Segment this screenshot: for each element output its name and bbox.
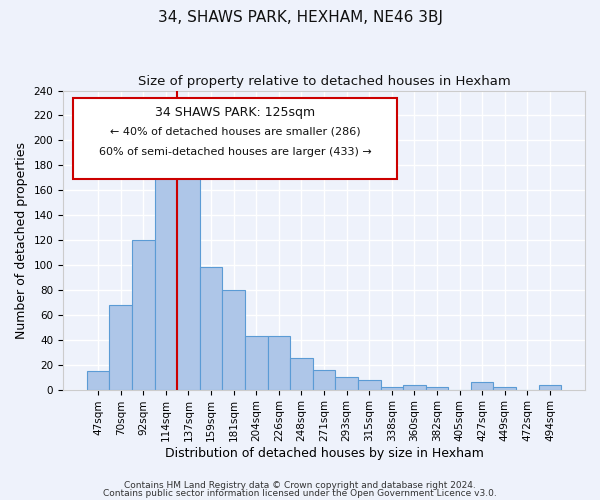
Bar bbox=[493, 387, 516, 390]
Text: Contains HM Land Registry data © Crown copyright and database right 2024.: Contains HM Land Registry data © Crown c… bbox=[124, 481, 476, 490]
Bar bbox=[87, 371, 109, 390]
Text: ← 40% of detached houses are smaller (286): ← 40% of detached houses are smaller (28… bbox=[110, 126, 361, 136]
Bar bbox=[155, 149, 177, 390]
Bar bbox=[177, 149, 200, 390]
Bar bbox=[539, 384, 561, 390]
Text: 34 SHAWS PARK: 125sqm
← 40% of detached houses are smaller (286)
60% of semi-det: 34 SHAWS PARK: 125sqm ← 40% of detached … bbox=[0, 499, 1, 500]
Y-axis label: Number of detached properties: Number of detached properties bbox=[15, 142, 28, 338]
Bar bbox=[471, 382, 493, 390]
Bar bbox=[223, 290, 245, 390]
Bar bbox=[380, 387, 403, 390]
FancyBboxPatch shape bbox=[73, 98, 397, 179]
Bar bbox=[245, 336, 268, 390]
Bar bbox=[290, 358, 313, 390]
Text: 60% of semi-detached houses are larger (433) →: 60% of semi-detached houses are larger (… bbox=[99, 148, 371, 158]
Bar bbox=[109, 305, 132, 390]
Bar bbox=[335, 377, 358, 390]
Text: Contains public sector information licensed under the Open Government Licence v3: Contains public sector information licen… bbox=[103, 488, 497, 498]
Bar bbox=[200, 268, 223, 390]
Bar bbox=[313, 370, 335, 390]
Text: 34, SHAWS PARK, HEXHAM, NE46 3BJ: 34, SHAWS PARK, HEXHAM, NE46 3BJ bbox=[157, 10, 443, 25]
Bar bbox=[358, 380, 380, 390]
Bar bbox=[403, 384, 425, 390]
Bar bbox=[132, 240, 155, 390]
X-axis label: Distribution of detached houses by size in Hexham: Distribution of detached houses by size … bbox=[164, 447, 484, 460]
Bar bbox=[268, 336, 290, 390]
Text: 34 SHAWS PARK: 125sqm: 34 SHAWS PARK: 125sqm bbox=[155, 106, 316, 118]
Title: Size of property relative to detached houses in Hexham: Size of property relative to detached ho… bbox=[137, 75, 511, 88]
Bar bbox=[425, 387, 448, 390]
